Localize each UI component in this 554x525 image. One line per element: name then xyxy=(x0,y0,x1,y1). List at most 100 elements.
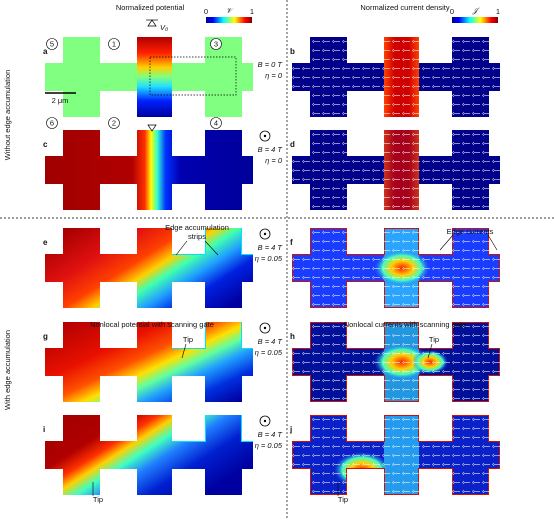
current-arrows xyxy=(292,228,500,308)
colorbar-min: 0 xyxy=(450,7,454,16)
annotation-arrow xyxy=(181,343,187,359)
current-arrows xyxy=(292,130,500,210)
annotation-arrow xyxy=(439,234,498,251)
eta-label: η = 0.05 xyxy=(255,254,283,263)
heatmap-fill xyxy=(45,322,253,402)
potential-panel: i B = 4 T η = 0.05 xyxy=(43,415,283,495)
annotation-arrow xyxy=(175,240,219,256)
row-label: With edge accumulation xyxy=(3,330,12,410)
field-symbol xyxy=(259,130,271,142)
current-arrows xyxy=(292,37,500,117)
field-label: B = 4 T xyxy=(258,337,284,346)
edge-strip xyxy=(172,415,253,442)
contact-label: 5 xyxy=(50,39,54,48)
field-label: B = 0 T xyxy=(258,60,284,69)
current-panel: f xyxy=(290,228,500,308)
field-symbol xyxy=(259,228,271,240)
annotation-arrow xyxy=(427,343,433,359)
field-symbol xyxy=(259,415,271,427)
annotation: Nonlocal currents with scanning gate xyxy=(344,320,467,329)
heatmap xyxy=(292,415,500,495)
right-title: Normalized current density xyxy=(360,3,449,12)
colorbar-symbol: 𝒥 xyxy=(471,6,480,15)
contact-label: 4 xyxy=(214,118,218,127)
panel-letter: f xyxy=(290,238,293,247)
annotation: Edge accumulation xyxy=(165,223,229,232)
contact-marker xyxy=(210,38,222,50)
heatmap xyxy=(292,322,500,402)
tip-label: Tip xyxy=(93,495,103,504)
heatmap-arm xyxy=(137,37,172,117)
left-title: Normalized potential xyxy=(116,3,185,12)
heatmap xyxy=(292,37,500,117)
contact-marker xyxy=(108,38,120,50)
panel-letter: e xyxy=(43,238,48,247)
panel-letter: a xyxy=(43,47,48,56)
panel-letter: j xyxy=(289,425,292,434)
edge-strip xyxy=(172,228,253,255)
heatmap xyxy=(45,228,253,308)
field-label: B = 4 T xyxy=(258,430,284,439)
terminal-arrow xyxy=(147,19,157,132)
tip-label: Tip xyxy=(183,335,193,344)
contact-marker xyxy=(46,38,58,50)
current-panel: d xyxy=(290,130,500,210)
contact-marker xyxy=(46,117,58,129)
panel-letter: c xyxy=(43,140,48,149)
contact-label: 3 xyxy=(214,39,218,48)
heatmap xyxy=(292,130,500,210)
tip-label: Tip xyxy=(338,495,348,504)
zoom-box xyxy=(149,56,237,96)
field-symbol xyxy=(263,134,267,138)
contact-label: 1 xyxy=(112,39,116,48)
colorbar-min: 0 xyxy=(204,7,208,16)
panels: a B = 0 T η = 0 c B = 4 T η = 0 e B = 4 T η = 0.… xyxy=(43,37,500,495)
heatmap-fill xyxy=(45,228,253,308)
colorbar xyxy=(452,17,498,23)
panel-letter: i xyxy=(43,425,45,434)
current-arrows xyxy=(292,415,500,495)
eta-label: η = 0 xyxy=(265,156,283,165)
colorbar-symbol: 𝒱 xyxy=(226,6,235,15)
current-panel: b xyxy=(290,37,500,117)
row-label: Without edge accumulation xyxy=(3,70,12,160)
heatmap xyxy=(45,130,253,210)
field-label: B = 4 T xyxy=(258,145,284,154)
panel-letter: g xyxy=(43,332,48,341)
eta-label: η = 0.05 xyxy=(255,441,283,450)
current-panel: j xyxy=(289,415,500,495)
field-symbol xyxy=(259,322,271,334)
colorbar xyxy=(206,17,252,23)
panel-letter: h xyxy=(290,332,295,341)
field-symbol xyxy=(263,232,267,236)
heatmap-fill xyxy=(45,415,253,495)
potential-panel: a B = 0 T η = 0 xyxy=(43,37,283,117)
edge-strip xyxy=(172,322,253,349)
contact-label: 6 xyxy=(50,118,54,127)
field-symbol xyxy=(263,419,267,423)
contact-label: 2 xyxy=(112,118,116,127)
voltage-label: V₀ xyxy=(160,23,168,32)
annotation: Edge currents xyxy=(447,227,494,236)
annotation: Nonlocal potential with scanning gate xyxy=(90,320,214,329)
contact-marker xyxy=(108,117,120,129)
heatmap xyxy=(45,415,253,495)
field-label: B = 4 T xyxy=(258,243,284,252)
panel-letter: d xyxy=(290,140,295,149)
colorbar-max: 1 xyxy=(496,7,500,16)
heatmap xyxy=(292,228,500,308)
potential-panel: g B = 4 T η = 0.05 xyxy=(43,322,283,402)
eta-label: η = 0.05 xyxy=(255,348,283,357)
panel-a-extras: 2 μm V₀ xyxy=(45,19,237,132)
scale-label: 2 μm xyxy=(52,96,69,105)
heatmap-fill xyxy=(45,130,253,210)
annotation: strips xyxy=(188,232,206,241)
eta-label: η = 0 xyxy=(265,71,283,80)
potential-panel: e B = 4 T η = 0.05 xyxy=(43,228,283,308)
current-panel: h xyxy=(290,322,500,402)
current-arrows xyxy=(292,322,500,402)
heatmap xyxy=(45,322,253,402)
field-symbol xyxy=(263,326,267,330)
potential-panel: c B = 4 T η = 0 xyxy=(43,130,283,210)
